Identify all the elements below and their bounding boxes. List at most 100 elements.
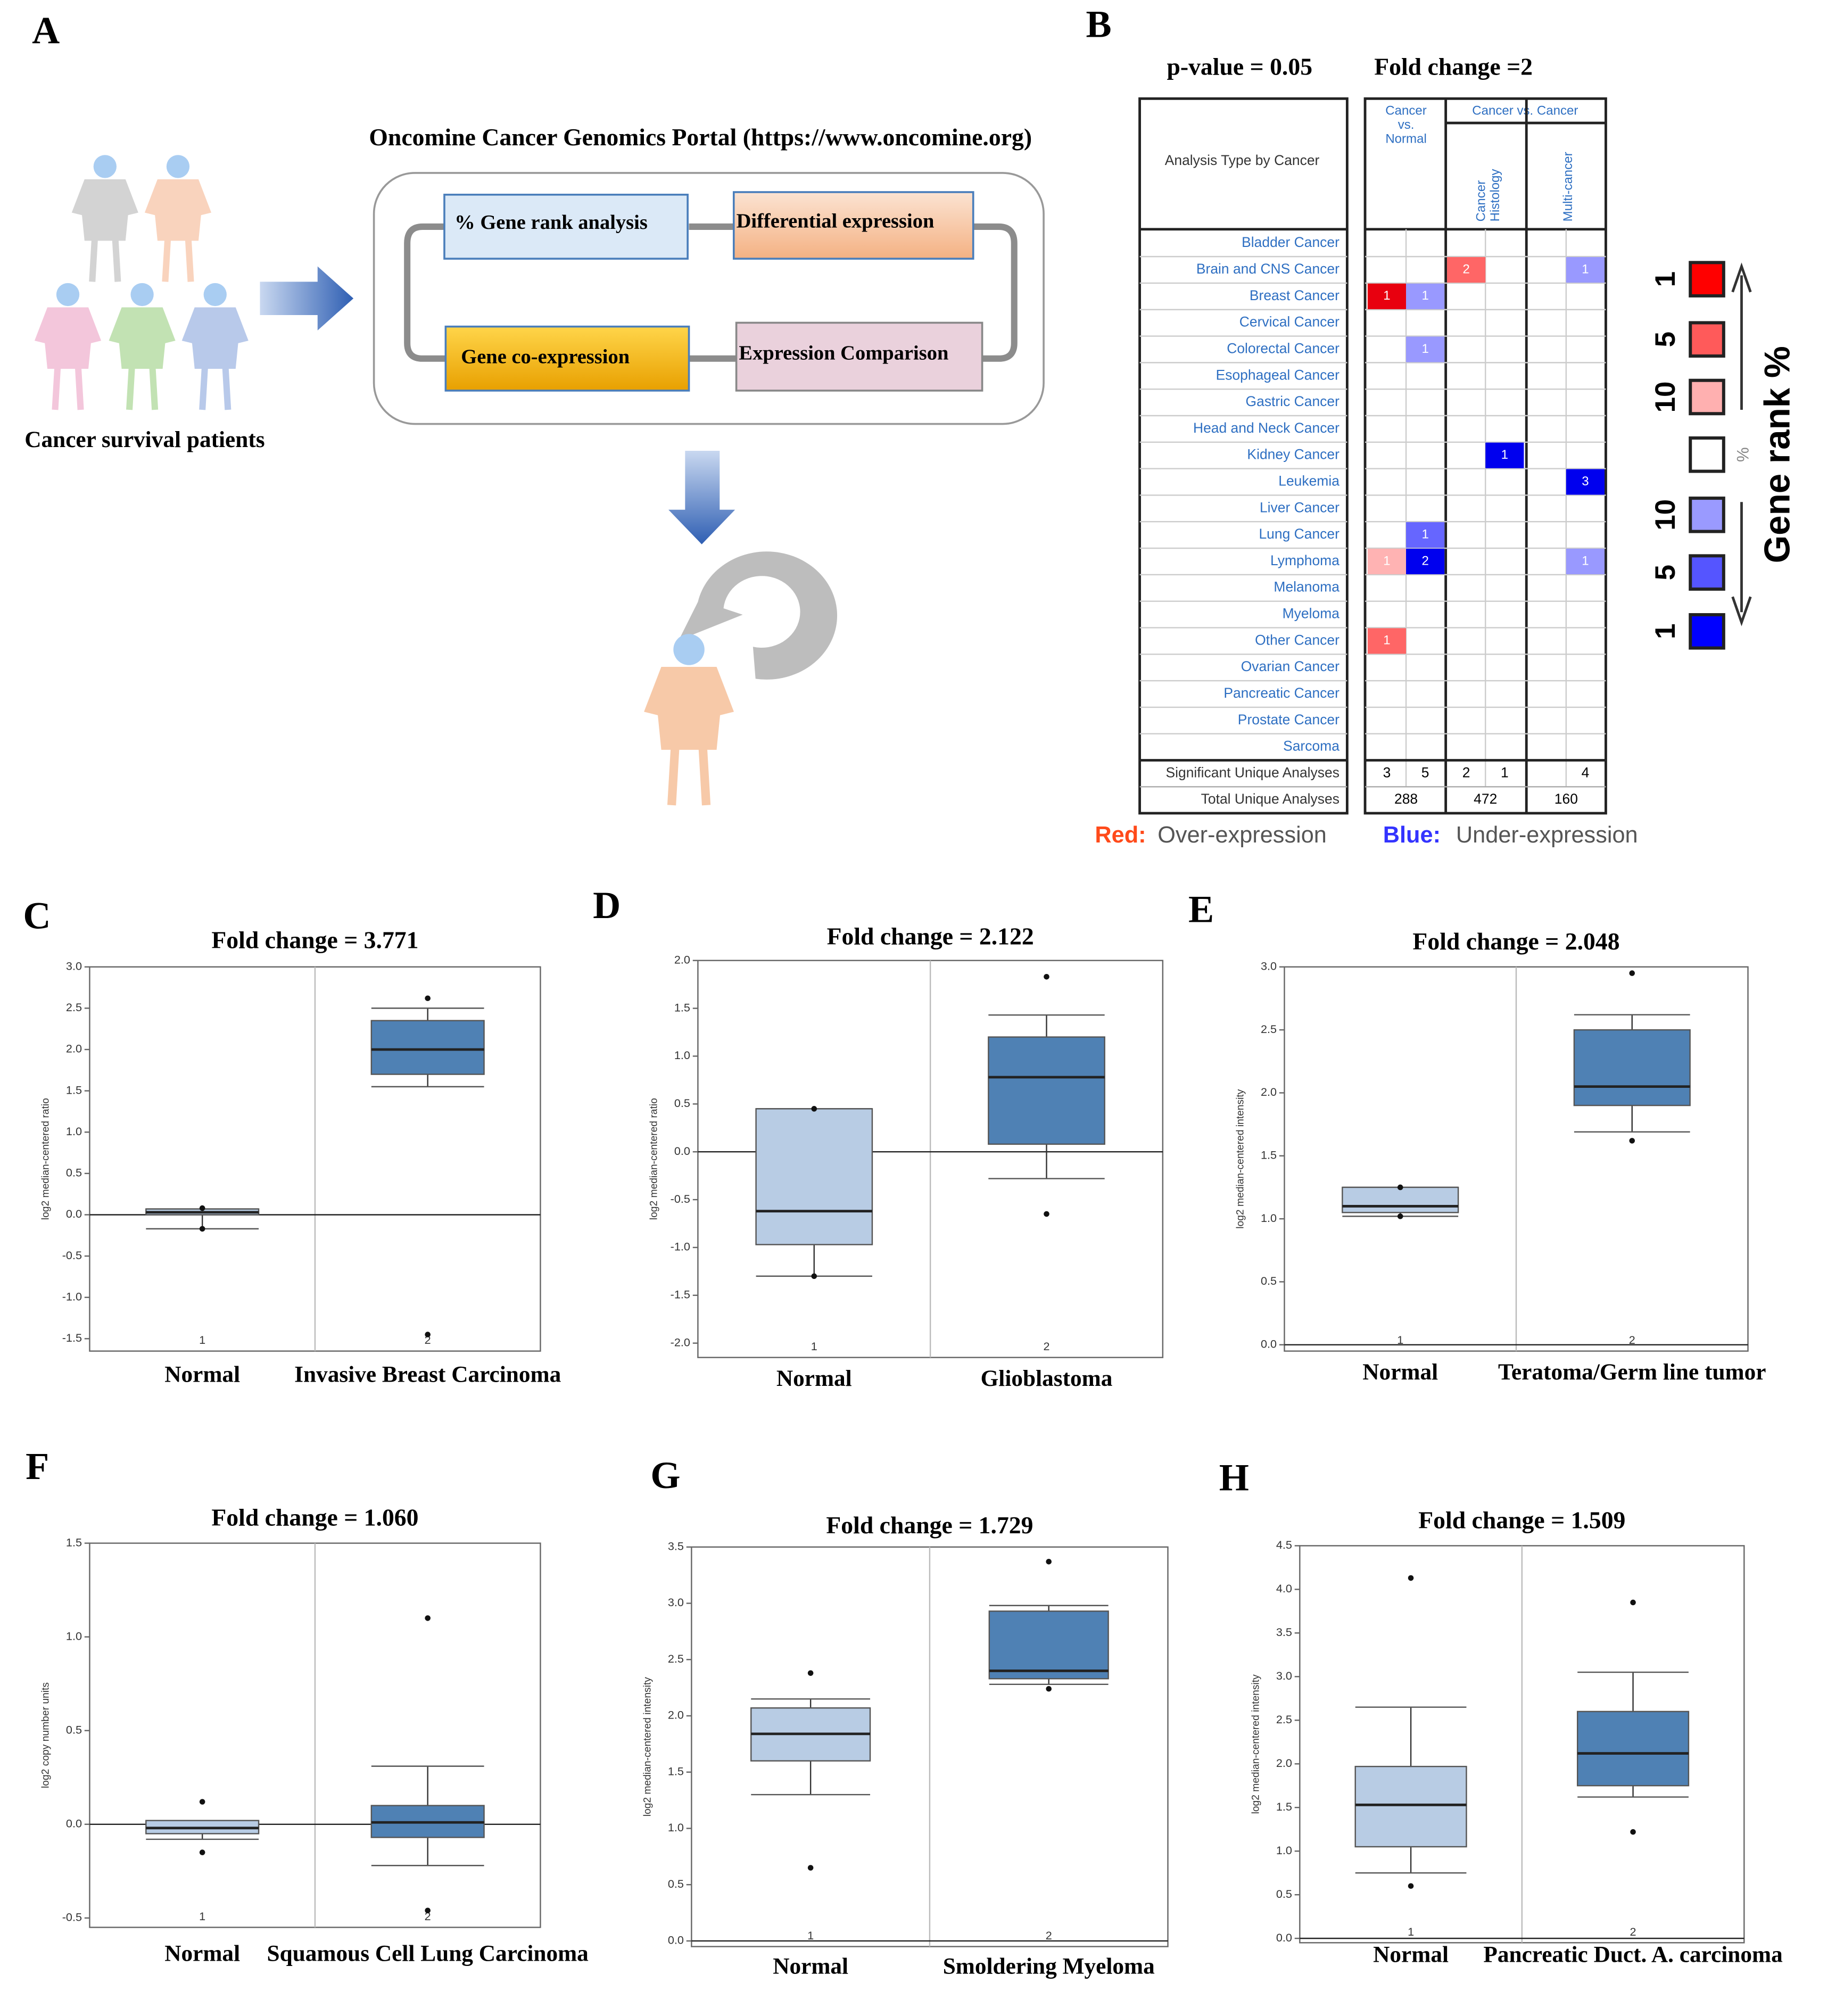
y-tick-label: 3.0: [668, 1596, 684, 1609]
total-count: 472: [1474, 791, 1497, 807]
outlier: [1629, 970, 1635, 976]
y-tick-label: 1.0: [66, 1125, 82, 1138]
y-tick-label: 1.5: [1276, 1800, 1292, 1813]
person-legs: [162, 238, 194, 282]
person-body: [644, 666, 734, 750]
chart-title: Fold change = 3.771: [211, 927, 418, 954]
x-tick-label: 2: [425, 1910, 431, 1923]
outlier: [1408, 1883, 1414, 1889]
significant-count: 5: [1421, 764, 1429, 780]
box: [755, 1108, 873, 1245]
outlier: [1397, 1213, 1403, 1219]
y-tick-label: 0.0: [66, 1207, 82, 1220]
category-label: Smoldering Myeloma: [943, 1953, 1155, 1979]
outlier: [199, 1799, 205, 1805]
sub-header: Histology: [1488, 169, 1502, 221]
panel-label: D: [593, 884, 621, 927]
y-tick-label: 3.0: [1276, 1669, 1292, 1682]
y-tick-label: 1.5: [1261, 1148, 1277, 1161]
step-label: % Gene rank analysis: [454, 211, 648, 234]
cancer-name: Colorectal Cancer: [1227, 340, 1339, 356]
gene-rank-title: Gene rank %: [1757, 346, 1797, 563]
rank-swatch: [1689, 497, 1725, 533]
y-tick-label: 3.5: [1276, 1625, 1292, 1639]
y-tick-label: 0.0: [674, 1144, 690, 1158]
cancer-name: Gastric Cancer: [1246, 393, 1340, 409]
y-tick-label: 2.5: [668, 1652, 684, 1665]
y-tick-label: -1.0: [671, 1240, 690, 1253]
rank-cell: [1367, 628, 1407, 654]
rank-label: 1: [1650, 624, 1681, 639]
category-label: Normal: [776, 1366, 852, 1391]
cancer-name: Ovarian Cancer: [1241, 658, 1339, 674]
y-axis-label: log2 median-centered ratio: [40, 1098, 52, 1220]
person-icon: [144, 155, 212, 282]
outlier: [425, 995, 431, 1002]
significant-count: 2: [1462, 764, 1470, 780]
step-box: [444, 325, 690, 392]
person-head: [203, 283, 227, 307]
cell-count: 1: [1501, 448, 1508, 462]
cancer-name: Myeloma: [1283, 606, 1340, 622]
significant-count: 3: [1383, 764, 1391, 780]
row-header: Analysis Type by Cancer: [1165, 152, 1320, 168]
cell-count: 1: [1383, 288, 1390, 303]
y-axis-label: log2 median-centered ratio: [649, 1098, 660, 1220]
rank-label: 5: [1650, 332, 1681, 347]
cell-count: 1: [1383, 553, 1390, 568]
outlier: [807, 1670, 814, 1676]
cell-count: 1: [1421, 288, 1428, 303]
legend-key: Blue:: [1383, 822, 1441, 848]
rank-swatch: [1689, 321, 1725, 358]
person-icon: [109, 283, 176, 410]
legend-text: Over-expression: [1157, 822, 1327, 848]
panel-label: A: [32, 10, 60, 52]
y-tick-label: 3.0: [66, 959, 82, 972]
panel-label: H: [1219, 1457, 1249, 1499]
y-tick-label: -2.0: [671, 1335, 690, 1349]
chart-title: Fold change = 2.048: [1412, 928, 1619, 955]
y-tick-label: 0.5: [1276, 1887, 1292, 1901]
y-axis-label: log2 median-centered intensity: [1235, 1089, 1246, 1229]
footer-label: Significant Unique Analyses: [1165, 764, 1339, 780]
p-value: p-value = 0.05: [1167, 53, 1312, 80]
sub-header: Cancer: [1474, 180, 1488, 222]
y-tick-label: 2.0: [1261, 1085, 1277, 1098]
cell-count: 1: [1582, 262, 1589, 276]
rank-swatch: [1689, 261, 1725, 298]
x-tick-label: 1: [199, 1333, 205, 1346]
arrow: [668, 451, 735, 544]
category-label: Pancreatic Duct. A. carcinoma: [1483, 1942, 1782, 1968]
category-label: Normal: [1373, 1942, 1449, 1968]
cancer-name: Melanoma: [1274, 579, 1339, 595]
box: [1573, 1029, 1691, 1106]
y-tick-label: 2.0: [668, 1708, 684, 1722]
group-header: Cancer: [1385, 104, 1427, 118]
fold-change: Fold change =2: [1374, 53, 1533, 80]
cancer-name: Leukemia: [1278, 473, 1339, 489]
y-tick-label: 1.0: [1276, 1844, 1292, 1857]
group-header: vs.: [1398, 118, 1415, 132]
cancer-name: Esophageal Cancer: [1216, 367, 1340, 383]
significant-count: 1: [1501, 764, 1509, 780]
category-label: Normal: [773, 1953, 848, 1979]
y-tick-label: 2.0: [1276, 1756, 1292, 1770]
rank-cell: [1367, 548, 1407, 575]
outlier: [199, 1226, 205, 1232]
panel-label: F: [26, 1445, 49, 1488]
x-tick-label: 1: [807, 1929, 814, 1942]
person-head: [130, 283, 154, 307]
portal-title: Oncomine Cancer Genomics Portal (https:/…: [369, 123, 1032, 151]
step-box: [443, 193, 689, 260]
y-tick-label: 2.0: [66, 1042, 82, 1055]
y-tick-label: 1.5: [66, 1083, 82, 1096]
y-tick-label: 0.5: [1261, 1274, 1277, 1287]
outlier: [1044, 1211, 1049, 1217]
cancer-name: Prostate Cancer: [1238, 712, 1339, 728]
y-tick-label: 0.5: [668, 1877, 684, 1890]
person-body: [181, 307, 249, 369]
cancer-name: Head and Neck Cancer: [1193, 420, 1339, 436]
rank-cell: [1447, 257, 1486, 283]
step-label: Gene co-expression: [461, 346, 630, 368]
y-tick-label: 0.0: [1276, 1931, 1292, 1944]
